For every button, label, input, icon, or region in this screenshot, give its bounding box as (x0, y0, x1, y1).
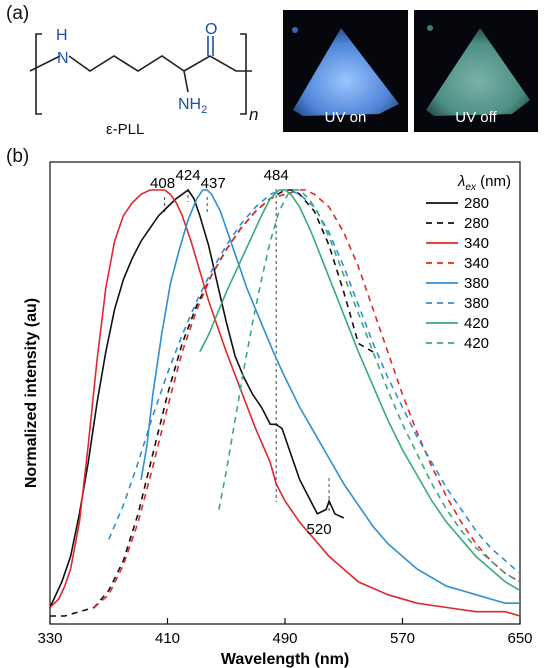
peak-label-520: 520 (307, 521, 332, 538)
series-line-420-solid (199, 189, 521, 592)
epsilon-pll-structure: H N O NH2 n ε-PLL (29, 21, 258, 136)
spectra-lines (49, 188, 521, 617)
x-tick-label: 650 (507, 630, 532, 647)
series-line-340-solid (49, 189, 521, 617)
legend-entry-380: 380 (464, 295, 489, 312)
legend: λex (nm) 280 280 340 340 380 380 420 420 (426, 173, 511, 352)
peak-label-437: 437 (201, 175, 226, 192)
legend-entry-380: 380 (464, 275, 489, 292)
x-tick-label: 570 (390, 630, 415, 647)
bond-alpha-amine (183, 70, 189, 93)
legend-entry-280: 280 (464, 195, 489, 212)
peak-label-484: 484 (264, 167, 289, 184)
series-line-420-dashed (218, 189, 521, 583)
series-line-380-solid (140, 189, 520, 604)
legend-entry-340: 340 (464, 235, 489, 252)
sample-glow-blue (292, 27, 399, 116)
bond-carbonyl-chain (183, 55, 252, 72)
legend-entry-420: 420 (464, 315, 489, 332)
legend-entry-280: 280 (464, 215, 489, 232)
x-tick-label: 490 (272, 630, 297, 647)
peak-label-424: 424 (176, 167, 201, 184)
legend-title: λex (nm) (457, 173, 511, 193)
series-line-280-solid (49, 188, 345, 608)
photo-caption-uv-on: UV on (324, 109, 367, 126)
bond-chain (68, 55, 185, 72)
bond-1 (29, 55, 61, 72)
atom-o: O (205, 21, 217, 38)
panel-b-label: (b) (6, 146, 30, 167)
repeat-n: n (249, 105, 258, 124)
plot-frame (49, 161, 521, 625)
legend-entry-340: 340 (464, 255, 489, 272)
atom-h: H (56, 27, 68, 44)
y-axis-label: Normalized intensity (au) (23, 298, 40, 488)
x-axis: 330 410 490 570 650 (37, 618, 533, 647)
photo-uv-off: UV off (414, 10, 538, 132)
peak-annotations: 408 424 437 484 520 (150, 167, 332, 538)
photo-caption-uv-off: UV off (455, 109, 497, 126)
polymer-name: ε-PLL (106, 121, 144, 136)
legend-entry-420: 420 (464, 335, 489, 352)
structure-bonds (29, 33, 252, 115)
bond-carbonyl (207, 36, 214, 56)
atom-n: N (57, 50, 69, 67)
sample-glow-green (426, 25, 530, 116)
amine-group: NH2 (178, 96, 207, 116)
left-bracket (35, 33, 42, 115)
x-tick-label: 410 (155, 630, 180, 647)
x-axis-label: Wavelength (nm) (221, 651, 349, 668)
series-line-340-dashed (93, 189, 521, 609)
emission-spectra-chart: 330 410 490 570 650 408 424 437 484 520 λex (nm)… (23, 161, 533, 668)
peak-label-408: 408 (150, 175, 175, 192)
panel-a-label: (a) (6, 3, 30, 24)
right-bracket (240, 33, 247, 115)
x-tick-label: 330 (37, 630, 62, 647)
photo-uv-on: UV on (283, 10, 408, 132)
series-line-380-dashed (108, 189, 521, 575)
